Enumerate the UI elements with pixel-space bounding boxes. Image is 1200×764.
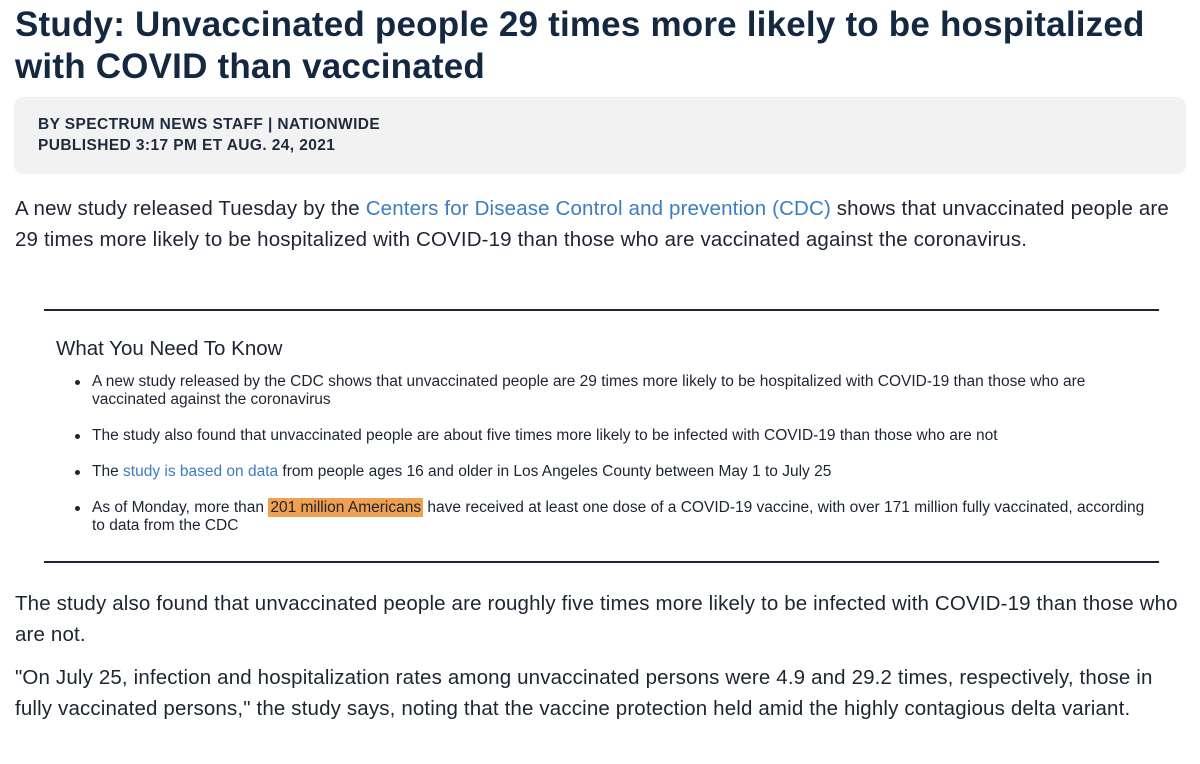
need-to-know-item: The study also found that unvaccinated p… (75, 427, 1152, 445)
need-to-know-item: The study is based on data from people a… (75, 463, 1152, 481)
need-to-know-top-divider (44, 309, 1159, 311)
byline-box: BY SPECTRUM NEWS STAFF | NATIONWIDE PUBL… (14, 97, 1186, 174)
cdc-link[interactable]: Centers for Disease Control and preventi… (365, 197, 831, 220)
need-to-know-bottom-divider (44, 561, 1159, 563)
intro-text-start: A new study released Tuesday by the (15, 197, 366, 220)
body-paragraph: The study also found that unvaccinated p… (15, 592, 1178, 646)
byline-published-date: PUBLISHED 3:17 PM ET AUG. 24, 2021 (38, 137, 336, 154)
bullet-text-end: from people ages 16 and older in Los Ang… (278, 463, 832, 480)
quote-paragraph: "On July 25, infection and hospitalizati… (15, 666, 1153, 720)
study-data-link[interactable]: study is based on data (123, 463, 279, 480)
byline-author: BY SPECTRUM NEWS STAFF | NATIONWIDE (38, 116, 381, 133)
bullet-text-start: The (92, 463, 124, 480)
need-to-know-item: A new study released by the CDC shows th… (75, 373, 1152, 409)
highlighted-text: 201 million Americans (268, 498, 424, 517)
article-headline: Study: Unvaccinated people 29 times more… (15, 5, 1145, 86)
bullet-text-end: have received at least one dose of a COV… (92, 499, 1145, 534)
bullet-text-start: As of Monday, more than (92, 499, 269, 516)
need-to-know-item: As of Monday, more than 201 million Amer… (75, 498, 1152, 535)
intro-paragraph: A new study released Tuesday by the Cent… (15, 194, 1185, 255)
intro-text-end: shows that unvaccinated people are 29 ti… (15, 197, 1169, 251)
need-to-know-heading: What You Need To Know (56, 337, 283, 360)
need-to-know-list: A new study released by the CDC shows th… (75, 373, 1152, 553)
